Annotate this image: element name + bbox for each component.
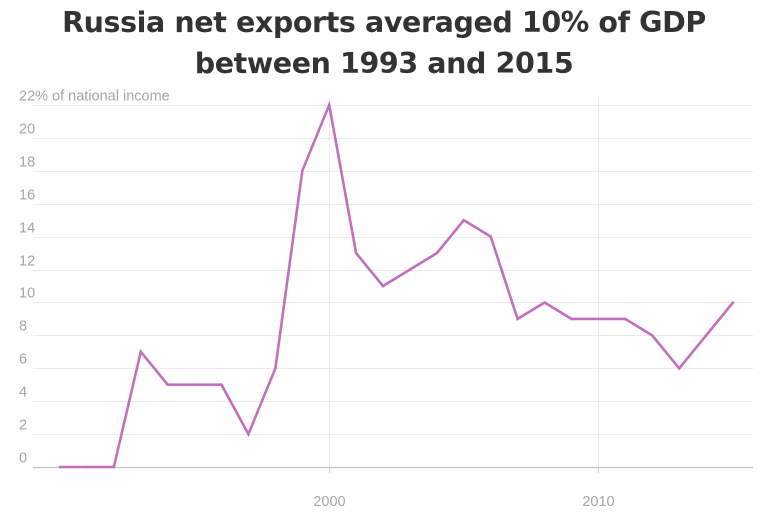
y-tick-label: 16 <box>19 188 35 204</box>
data-point <box>354 251 358 255</box>
data-point <box>677 367 681 370</box>
data-point <box>327 103 331 107</box>
data-point <box>85 465 89 469</box>
data-point <box>704 334 708 337</box>
data-point <box>462 218 466 222</box>
y-tick-label: 12 <box>19 254 35 270</box>
data-point <box>247 432 250 436</box>
y-tick-label: 10 <box>19 286 35 302</box>
data-point <box>274 367 277 370</box>
tick-labels: 0 2 4 6 8 10 12 14 16 18 20 22% of national income 2… <box>19 89 615 511</box>
data-point <box>58 465 62 469</box>
data-point <box>650 334 654 337</box>
axes <box>33 466 753 473</box>
data-point <box>112 465 116 469</box>
data-point <box>489 235 493 238</box>
data-point <box>408 268 412 271</box>
y-tick-label: 14 <box>19 221 35 237</box>
data-point <box>435 251 439 255</box>
chart-title: Russia net exports averaged 10% of GDP b… <box>62 6 706 80</box>
y-tick-label-top: 22% of national income <box>19 89 170 105</box>
data-point <box>220 383 223 387</box>
data-point <box>166 383 169 387</box>
data-point <box>731 301 735 304</box>
data-point <box>624 317 627 321</box>
grid <box>33 97 753 467</box>
x-tick-label: 2000 <box>313 494 345 510</box>
y-tick-label: 0 <box>19 451 27 467</box>
data-point <box>570 317 573 321</box>
series <box>58 100 735 469</box>
x-tick-label: 2010 <box>582 494 614 510</box>
y-tick-label: 4 <box>19 385 27 401</box>
data-point <box>597 317 600 321</box>
y-tick-label: 18 <box>19 155 35 171</box>
data-point <box>139 350 143 354</box>
y-tick-label: 6 <box>19 352 27 368</box>
y-tick-label: 2 <box>19 418 27 434</box>
data-point <box>516 317 519 321</box>
data-point <box>301 169 304 173</box>
data-point <box>193 383 196 387</box>
data-point <box>381 284 385 288</box>
data-point <box>543 301 546 304</box>
series-line <box>60 100 735 469</box>
y-tick-label: 8 <box>19 319 27 335</box>
y-tick-label: 20 <box>19 122 35 138</box>
